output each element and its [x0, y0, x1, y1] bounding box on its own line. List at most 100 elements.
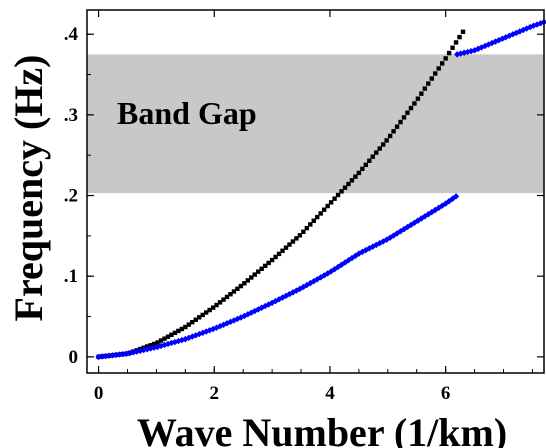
series-1-point [186, 322, 192, 327]
series-1-point [353, 174, 358, 179]
series-1-point [332, 196, 337, 201]
x-tick-label: 4 [325, 383, 335, 404]
y-tick-label: 0 [69, 347, 79, 368]
series-3-point [523, 25, 530, 32]
series-2-point [216, 323, 224, 330]
series-1-point [210, 305, 216, 310]
series-1-point [328, 200, 334, 205]
series-1-point [342, 185, 348, 190]
series-1-point [276, 251, 282, 257]
series-2-point [230, 317, 238, 324]
series-1-point [446, 50, 452, 56]
series-1-point [401, 115, 407, 120]
series-1-point [238, 283, 244, 289]
series-1-point [398, 119, 403, 125]
series-1-point [162, 336, 167, 341]
series-1-point [301, 229, 306, 235]
series-1-point [453, 40, 459, 45]
series-1-point [214, 302, 219, 308]
series-2-point [95, 353, 102, 361]
series-1-point [235, 286, 240, 291]
series-1-point [155, 340, 160, 345]
band-gap-region [87, 54, 544, 194]
series-3-point [516, 28, 523, 35]
series-3-point [509, 31, 516, 38]
series-1-point [325, 203, 330, 209]
series-1-point [422, 86, 428, 91]
series-1-point [405, 110, 410, 115]
series-1-point [457, 34, 462, 40]
series-3-point [492, 38, 499, 45]
x-tick-label: 0 [94, 383, 104, 404]
series-1-point [231, 289, 237, 294]
series-2-point [376, 239, 383, 247]
series-2-point [373, 241, 380, 249]
series-2-point [123, 350, 130, 357]
series-1-point [311, 218, 316, 223]
series-1-point [412, 101, 417, 106]
series-1-point [339, 189, 344, 194]
series-1-point [308, 222, 313, 227]
y-tick-label: .4 [64, 24, 79, 45]
series-1-point [460, 29, 466, 34]
band-gap-label: Band Gap [117, 95, 257, 131]
series-2-point [105, 352, 113, 359]
series-1-point [176, 328, 181, 334]
series-1-point [256, 269, 261, 274]
series-1-point [415, 96, 421, 101]
series-1-point [426, 81, 431, 86]
series-1-point [200, 312, 205, 318]
x-axis-title: Wave Number (1/km) [137, 410, 507, 448]
series-2-point [213, 324, 220, 331]
series-1-point [374, 150, 379, 155]
series-1-point [280, 248, 285, 253]
series-1-point [367, 158, 372, 163]
series-1-point [315, 214, 320, 220]
series-1-point [228, 292, 233, 297]
series-1-point [387, 133, 393, 139]
series-1-point [363, 162, 369, 168]
series-2-point [234, 315, 241, 323]
series-1-point [360, 166, 365, 172]
series-1-point [436, 66, 441, 71]
series-1-point [172, 330, 178, 336]
series-3-point [537, 20, 544, 27]
series-2 [95, 193, 460, 361]
series-2-point [112, 351, 120, 359]
series-1-point [148, 343, 153, 348]
series-3 [454, 18, 546, 58]
series-1-point [221, 297, 226, 302]
series-1-point [356, 170, 362, 176]
series-1-point [429, 76, 434, 81]
series-2-point [119, 350, 127, 358]
series-3-point [485, 41, 492, 48]
series-2-point [452, 193, 460, 200]
series-1-point [183, 324, 188, 330]
series-2-point [248, 309, 255, 316]
series-1-point [262, 263, 268, 269]
series-1-point [439, 61, 445, 66]
series-3-point [464, 48, 471, 56]
series-1-point [304, 225, 310, 231]
series-1-point [335, 192, 341, 198]
series-2-point [109, 352, 116, 359]
series-2-point [369, 243, 376, 250]
series-1-point [252, 272, 257, 277]
series-1-point [443, 56, 448, 61]
y-tick-label: .1 [64, 266, 78, 287]
series-1-point [433, 71, 438, 76]
series-1-point [283, 245, 289, 250]
series-2-point [237, 314, 245, 321]
series-3-point [499, 35, 506, 42]
plot-frame [86, 9, 545, 374]
y-tick-label: .3 [64, 105, 78, 126]
series-2-point [348, 254, 356, 262]
series-1-point [207, 307, 212, 313]
series-1-point [190, 319, 195, 325]
series-2-point [241, 312, 248, 320]
series-1-point [450, 45, 455, 50]
series-1-point [242, 281, 247, 286]
series-1-point [370, 154, 375, 159]
x-tick-label: 2 [210, 383, 220, 404]
